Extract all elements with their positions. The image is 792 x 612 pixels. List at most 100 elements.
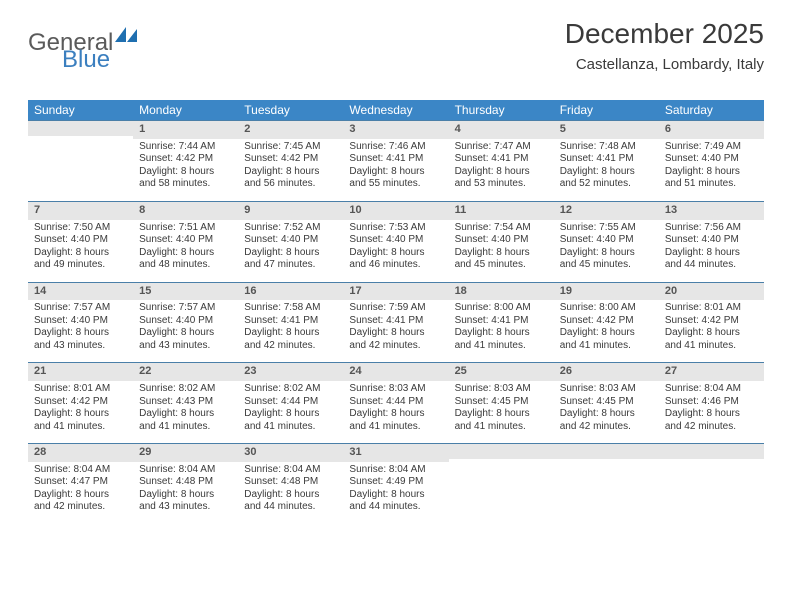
day-info-line: Sunset: 4:42 PM [244,153,337,166]
day-info-line: and 41 minutes. [665,340,758,353]
day-info-line: Sunrise: 8:02 AM [139,383,232,396]
day-info-line: Sunrise: 7:59 AM [349,302,442,315]
day-body: Sunrise: 7:53 AMSunset: 4:40 PMDaylight:… [343,220,448,282]
calendar-day-cell [449,443,554,524]
day-info-line: Daylight: 8 hours [349,166,442,179]
day-info-line: Sunrise: 7:47 AM [455,141,548,154]
weekday-header-row: Sunday Monday Tuesday Wednesday Thursday… [28,100,764,120]
day-info-line: Daylight: 8 hours [560,408,653,421]
day-info-line: and 45 minutes. [560,259,653,272]
day-info-line: and 42 minutes. [560,421,653,434]
calendar-day-cell: 28Sunrise: 8:04 AMSunset: 4:47 PMDayligh… [28,443,133,524]
day-info-line: and 41 minutes. [349,421,442,434]
day-info-line: Sunrise: 7:57 AM [139,302,232,315]
calendar-day-cell: 12Sunrise: 7:55 AMSunset: 4:40 PMDayligh… [554,201,659,282]
calendar-day-cell: 31Sunrise: 8:04 AMSunset: 4:49 PMDayligh… [343,443,448,524]
day-info-line: Sunrise: 7:56 AM [665,222,758,235]
day-info-line: Sunset: 4:40 PM [139,234,232,247]
weekday-header: Sunday [28,100,133,120]
day-number: 27 [659,362,764,381]
day-info-line: Sunset: 4:40 PM [244,234,337,247]
day-info-line: Sunrise: 8:04 AM [244,464,337,477]
calendar-day-cell: 10Sunrise: 7:53 AMSunset: 4:40 PMDayligh… [343,201,448,282]
day-info-line: Sunset: 4:41 PM [455,153,548,166]
day-info-line: Daylight: 8 hours [139,408,232,421]
day-info-line: Daylight: 8 hours [244,408,337,421]
day-info-line: and 41 minutes. [139,421,232,434]
day-body: Sunrise: 7:58 AMSunset: 4:41 PMDaylight:… [238,300,343,362]
day-body: Sunrise: 8:03 AMSunset: 4:45 PMDaylight:… [554,381,659,443]
day-body: Sunrise: 7:56 AMSunset: 4:40 PMDaylight:… [659,220,764,282]
day-info-line: Sunrise: 8:03 AM [560,383,653,396]
day-info-line: Daylight: 8 hours [34,408,127,421]
day-number: 19 [554,282,659,301]
day-info-line: Sunset: 4:48 PM [244,476,337,489]
calendar-day-cell: 18Sunrise: 8:00 AMSunset: 4:41 PMDayligh… [449,282,554,363]
day-info-line: Daylight: 8 hours [455,247,548,260]
day-info-line: Sunrise: 8:03 AM [455,383,548,396]
day-info-line: and 46 minutes. [349,259,442,272]
day-info-line: Sunrise: 8:04 AM [665,383,758,396]
day-info-line: Sunset: 4:42 PM [560,315,653,328]
calendar-day-cell: 29Sunrise: 8:04 AMSunset: 4:48 PMDayligh… [133,443,238,524]
day-info-line: Sunset: 4:41 PM [455,315,548,328]
day-info-line: Sunrise: 8:00 AM [560,302,653,315]
day-info-line: Sunrise: 7:50 AM [34,222,127,235]
day-info-line: Sunset: 4:40 PM [560,234,653,247]
calendar-week-row: 7Sunrise: 7:50 AMSunset: 4:40 PMDaylight… [28,201,764,282]
calendar-day-cell: 23Sunrise: 8:02 AMSunset: 4:44 PMDayligh… [238,362,343,443]
day-info-line: Sunset: 4:42 PM [665,315,758,328]
day-body: Sunrise: 8:02 AMSunset: 4:44 PMDaylight:… [238,381,343,443]
calendar-day-cell: 25Sunrise: 8:03 AMSunset: 4:45 PMDayligh… [449,362,554,443]
day-number: 8 [133,201,238,220]
calendar-day-cell: 21Sunrise: 8:01 AMSunset: 4:42 PMDayligh… [28,362,133,443]
day-info-line: and 48 minutes. [139,259,232,272]
calendar-week-row: 21Sunrise: 8:01 AMSunset: 4:42 PMDayligh… [28,362,764,443]
day-info-line: Sunrise: 7:58 AM [244,302,337,315]
day-info-line: Sunrise: 7:45 AM [244,141,337,154]
day-body [659,459,764,511]
day-number: 30 [238,443,343,462]
day-info-line: and 44 minutes. [244,501,337,514]
day-info-line: Daylight: 8 hours [244,247,337,260]
day-info-line: Sunset: 4:41 PM [244,315,337,328]
page-location: Castellanza, Lombardy, Italy [565,56,764,73]
day-body: Sunrise: 8:04 AMSunset: 4:47 PMDaylight:… [28,462,133,524]
day-number: 23 [238,362,343,381]
day-info-line: Daylight: 8 hours [34,327,127,340]
day-info-line: Sunset: 4:48 PM [139,476,232,489]
day-number: 31 [343,443,448,462]
day-info-line: Sunset: 4:40 PM [665,234,758,247]
day-info-line: and 42 minutes. [665,421,758,434]
day-body: Sunrise: 7:48 AMSunset: 4:41 PMDaylight:… [554,139,659,201]
day-body [449,459,554,511]
calendar-day-cell: 15Sunrise: 7:57 AMSunset: 4:40 PMDayligh… [133,282,238,363]
day-info-line: Sunrise: 8:03 AM [349,383,442,396]
page-title: December 2025 [565,18,764,50]
day-info-line: and 41 minutes. [560,340,653,353]
logo-text-blue: Blue [62,46,110,74]
calendar-day-cell: 30Sunrise: 8:04 AMSunset: 4:48 PMDayligh… [238,443,343,524]
day-info-line: Daylight: 8 hours [139,247,232,260]
day-info-line: Daylight: 8 hours [349,408,442,421]
day-info-line: Daylight: 8 hours [665,327,758,340]
day-info-line: Daylight: 8 hours [665,247,758,260]
day-body: Sunrise: 8:03 AMSunset: 4:44 PMDaylight:… [343,381,448,443]
calendar-table: Sunday Monday Tuesday Wednesday Thursday… [28,100,764,524]
day-info-line: and 52 minutes. [560,178,653,191]
day-info-line: Sunrise: 7:49 AM [665,141,758,154]
page-header: December 2025 Castellanza, Lombardy, Ita… [565,18,764,73]
day-number: 25 [449,362,554,381]
day-info-line: and 58 minutes. [139,178,232,191]
calendar-day-cell: 13Sunrise: 7:56 AMSunset: 4:40 PMDayligh… [659,201,764,282]
day-number: 21 [28,362,133,381]
calendar-week-row: 1Sunrise: 7:44 AMSunset: 4:42 PMDaylight… [28,120,764,201]
day-body: Sunrise: 8:04 AMSunset: 4:48 PMDaylight:… [238,462,343,524]
day-number: 4 [449,120,554,139]
weekday-header: Wednesday [343,100,448,120]
calendar-day-cell: 8Sunrise: 7:51 AMSunset: 4:40 PMDaylight… [133,201,238,282]
day-info-line: Sunrise: 7:44 AM [139,141,232,154]
weekday-header: Friday [554,100,659,120]
day-number: 17 [343,282,448,301]
day-number: 22 [133,362,238,381]
